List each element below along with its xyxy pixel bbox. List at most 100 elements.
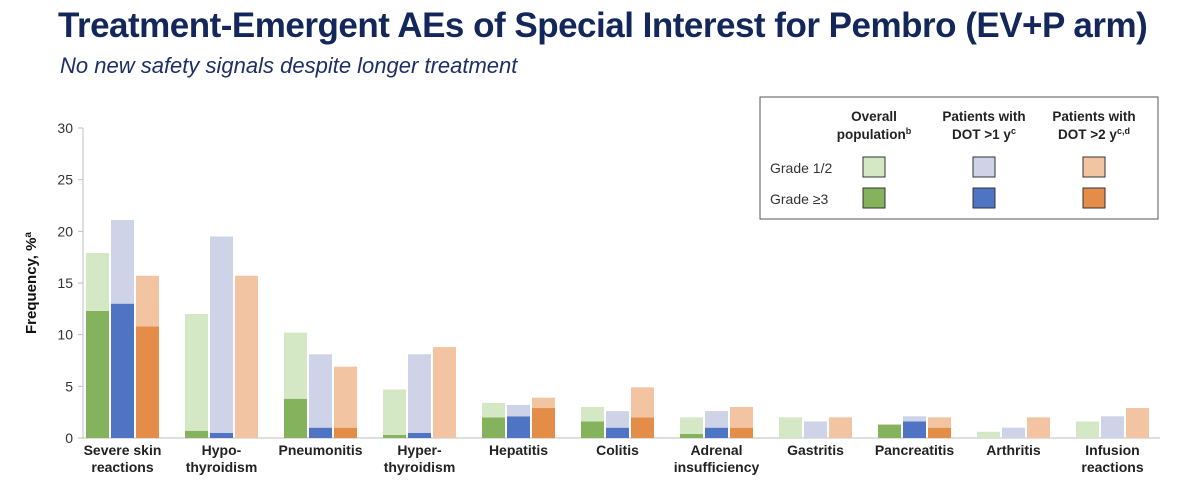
legend-swatch-grade3: [972, 187, 996, 209]
bar-grade12-2-cat-10: [1101, 416, 1124, 438]
bar-grade12-2-cat-2: [309, 354, 332, 428]
bar-grade12-2-cat-6: [705, 411, 728, 428]
bar-grade3-2-cat-5: [606, 427, 629, 438]
legend-swatch-grade12: [1082, 156, 1106, 178]
bar-grade12-1-cat-1: [185, 314, 208, 431]
bar-grade12-2-cat-4: [507, 404, 530, 417]
bar-grade3-3-cat-5: [631, 417, 654, 438]
x-tick-label-line: Pancreatitis: [875, 442, 955, 458]
bar-grade3-2-cat-3: [408, 432, 431, 438]
bar-grade12-2-cat-0: [111, 219, 134, 304]
bar-grade12-1-cat-3: [383, 389, 406, 435]
bar-grade12-1-cat-9: [977, 431, 1000, 438]
x-tick-label-line: thyroidism: [384, 459, 456, 475]
bar-grade12-3-cat-7: [829, 417, 852, 438]
y-axis-title-superscript: a: [23, 232, 34, 238]
x-tick-label: Hypo-thyroidism: [186, 442, 258, 475]
bar-grade3-2-cat-1: [210, 432, 233, 438]
legend-group-header: Patients with DOT >2 yc,d: [1052, 109, 1135, 142]
bar-grade12-1-cat-0: [86, 253, 109, 311]
bar-grade12-1-cat-2: [284, 332, 307, 399]
legend-group-superscript: c: [1011, 126, 1016, 136]
bar-grade12-2-cat-3: [408, 354, 431, 433]
bar-grade3-1-cat-8: [878, 424, 901, 438]
x-tick-label: Adrenal insufficiency: [674, 442, 760, 475]
bar-grade12-1-cat-7: [779, 417, 802, 438]
legend-row-label: Grade 1/2: [770, 160, 832, 176]
bar-grade12-1-cat-6: [680, 417, 703, 434]
bar-grade3-2-cat-4: [507, 416, 530, 438]
y-tick-label: 5: [65, 378, 73, 394]
y-tick-label: 25: [57, 172, 73, 188]
x-tick-label-line: Pneumonitis: [278, 442, 362, 458]
bar-grade12-3-cat-8: [928, 417, 951, 428]
legend-group-header: Patients with DOT >1 yc: [942, 109, 1025, 142]
x-tick-label-line: Arthritis: [986, 442, 1041, 458]
bar-grade12-2-cat-7: [804, 421, 827, 438]
x-tick-label: Colitis: [596, 442, 639, 458]
x-tick-label: Gastritis: [787, 442, 844, 458]
legend-group-header-line: Overall: [851, 109, 897, 124]
y-tick-label: 0: [65, 430, 73, 446]
x-tick-label-line: Hyper-: [397, 442, 442, 458]
x-tick-label-line: Colitis: [596, 442, 639, 458]
legend-group-header-line: Patients with: [1052, 109, 1135, 124]
bar-grade12-3-cat-3: [433, 347, 456, 438]
legend-group-header-line: Patients with: [942, 109, 1025, 124]
bar-grade12-3-cat-2: [334, 366, 357, 428]
legend-group-superscript: c,d: [1117, 126, 1130, 136]
bar-grade3-1-cat-4: [482, 417, 505, 438]
bar-grade3-1-cat-1: [185, 430, 208, 438]
legend-swatch-grade3: [1082, 187, 1106, 209]
legend-swatch-grade12: [972, 156, 996, 178]
legend-group-header-line: population: [837, 127, 906, 142]
legend-group-header: Overall populationb: [837, 109, 912, 142]
legend-group-header-line: DOT >1 y: [952, 127, 1011, 142]
x-tick-label: Arthritis: [986, 442, 1041, 458]
bar-grade12-3-cat-6: [730, 407, 753, 428]
x-tick-label: Pneumonitis: [278, 442, 362, 458]
bar-grade12-1-cat-4: [482, 402, 505, 418]
bar-grade3-3-cat-8: [928, 427, 951, 438]
bar-grade12-1-cat-5: [581, 407, 604, 422]
y-tick-label: 20: [57, 223, 73, 239]
x-tick-label: Severe skin reactions: [84, 442, 162, 475]
x-tick-label-line: Severe skin: [84, 442, 162, 458]
bar-grade3-1-cat-5: [581, 421, 604, 438]
bar-grade3-2-cat-2: [309, 427, 332, 438]
bar-grade12-3-cat-5: [631, 387, 654, 418]
x-tick-label-line: reactions: [91, 459, 153, 475]
x-tick-label-line: Infusion: [1085, 442, 1139, 458]
x-tick-label: Infusion reactions: [1081, 442, 1143, 475]
y-axis-title: Frequency, %a: [23, 232, 41, 334]
bar-grade3-3-cat-6: [730, 427, 753, 438]
y-tick-label: 30: [57, 120, 73, 136]
bar-grade3-1-cat-2: [284, 398, 307, 438]
x-tick-label-line: Hepatitis: [489, 442, 548, 458]
slide-subtitle: No new safety signals despite longer tre…: [60, 53, 518, 78]
bar-grade12-2-cat-1: [210, 236, 233, 433]
bar-grade3-1-cat-0: [86, 310, 109, 438]
bar-grade12-3-cat-9: [1027, 417, 1050, 438]
x-tick-label-line: Gastritis: [787, 442, 844, 458]
legend-row-label: Grade ≥3: [770, 191, 828, 207]
bar-grade12-2-cat-8: [903, 416, 926, 422]
x-tick-label-line: Hypo-: [202, 442, 242, 458]
legend-swatch-grade12: [862, 156, 886, 178]
bar-grade12-1-cat-10: [1076, 421, 1099, 438]
x-tick-label-line: reactions: [1081, 459, 1143, 475]
bar-grade12-2-cat-9: [1002, 427, 1025, 438]
x-tick-label-line: thyroidism: [186, 459, 258, 475]
bar-grade3-3-cat-2: [334, 427, 357, 438]
bar-grade3-2-cat-0: [111, 303, 134, 438]
x-tick-label: Hepatitis: [489, 442, 548, 458]
x-tick-label: Pancreatitis: [875, 442, 955, 458]
y-tick-label: 15: [57, 275, 73, 291]
bar-grade3-2-cat-6: [705, 427, 728, 438]
bar-grade12-3-cat-1: [235, 275, 258, 438]
bar-grade12-3-cat-4: [532, 397, 555, 409]
bar-grade12-3-cat-10: [1126, 408, 1149, 438]
legend-group-superscript: b: [906, 126, 912, 136]
slide-title: Treatment-Emergent AEs of Special Intere…: [58, 6, 1148, 45]
